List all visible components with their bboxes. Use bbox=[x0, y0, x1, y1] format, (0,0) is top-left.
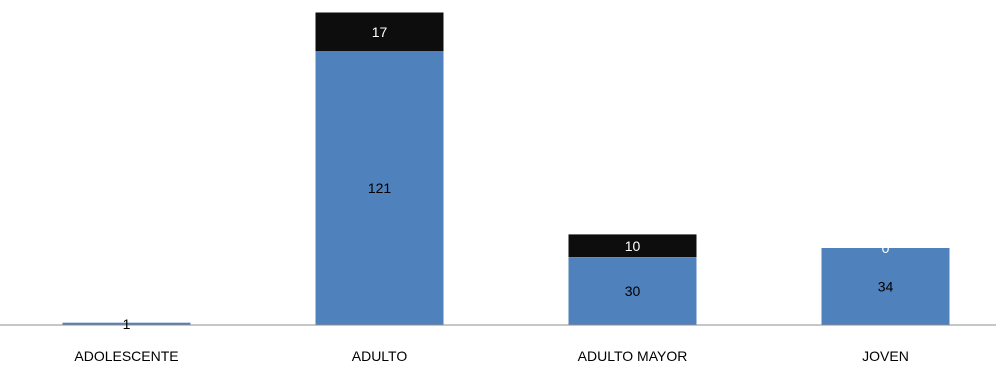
bar-adolescente-series-1 bbox=[62, 322, 191, 325]
data-label-adulto-mayor-series-1: 30 bbox=[625, 283, 641, 299]
category-label-adulto: ADULTO bbox=[352, 348, 408, 364]
bar-adulto-mayor-series-1 bbox=[568, 257, 697, 325]
category-label-adolescente: ADOLESCENTE bbox=[74, 348, 178, 364]
bar-adulto-series-1 bbox=[315, 51, 444, 325]
bar-adulto-series-2 bbox=[315, 12, 444, 51]
data-label-adulto-series-2: 17 bbox=[372, 24, 388, 40]
category-labels-layer: ADOLESCENTE ADULTO ADULTO MAYOR JOVEN bbox=[74, 348, 908, 364]
data-labels-layer: 1 121 17 30 10 34 0 bbox=[123, 24, 894, 332]
data-label-adulto-mayor-series-2: 10 bbox=[625, 238, 641, 254]
data-label-adulto-series-1: 121 bbox=[368, 180, 392, 196]
bar-adulto-mayor-series-2 bbox=[568, 234, 697, 257]
data-label-joven-series-1: 34 bbox=[878, 279, 894, 295]
category-label-joven: JOVEN bbox=[862, 348, 909, 364]
data-label-joven-series-2: 0 bbox=[882, 240, 890, 256]
bar-joven-series-1 bbox=[821, 248, 950, 325]
bars-layer bbox=[62, 12, 950, 325]
data-label-adolescente-series-1: 1 bbox=[123, 316, 131, 332]
category-label-adulto-mayor: ADULTO MAYOR bbox=[578, 348, 688, 364]
